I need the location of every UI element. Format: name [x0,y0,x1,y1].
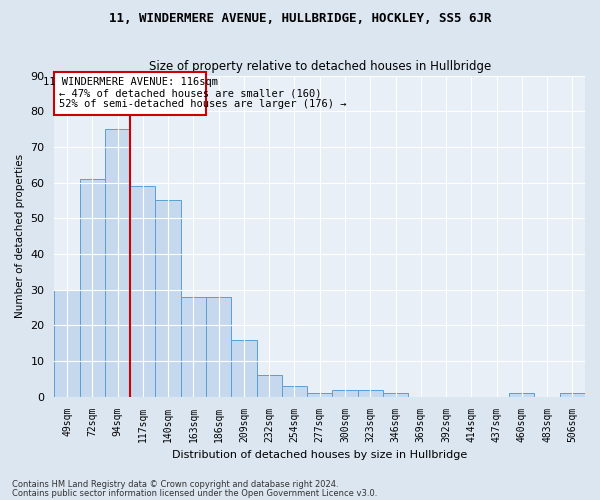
Text: Contains public sector information licensed under the Open Government Licence v3: Contains public sector information licen… [12,489,377,498]
Bar [80,179,105,396]
Bar [307,393,332,396]
Bar [55,290,80,397]
Bar [155,200,181,396]
Bar [282,386,307,396]
Title: Size of property relative to detached houses in Hullbridge: Size of property relative to detached ho… [149,60,491,73]
Text: Contains HM Land Registry data © Crown copyright and database right 2024.: Contains HM Land Registry data © Crown c… [12,480,338,489]
Bar [231,340,257,396]
Bar [358,390,383,396]
FancyBboxPatch shape [55,72,206,115]
Y-axis label: Number of detached properties: Number of detached properties [15,154,25,318]
Text: 11, WINDERMERE AVENUE, HULLBRIDGE, HOCKLEY, SS5 6JR: 11, WINDERMERE AVENUE, HULLBRIDGE, HOCKL… [109,12,491,26]
Bar [130,186,155,396]
Bar [206,297,231,396]
Bar [105,129,130,396]
Text: 11 WINDERMERE AVENUE: 116sqm: 11 WINDERMERE AVENUE: 116sqm [43,78,218,88]
Bar [181,297,206,396]
Text: 52% of semi-detached houses are larger (176) →: 52% of semi-detached houses are larger (… [59,98,347,108]
Bar [332,390,358,396]
Bar [509,393,535,396]
Bar [560,393,585,396]
Text: ← 47% of detached houses are smaller (160): ← 47% of detached houses are smaller (16… [59,88,322,98]
Bar [383,393,408,396]
Bar [257,376,282,396]
X-axis label: Distribution of detached houses by size in Hullbridge: Distribution of detached houses by size … [172,450,467,460]
